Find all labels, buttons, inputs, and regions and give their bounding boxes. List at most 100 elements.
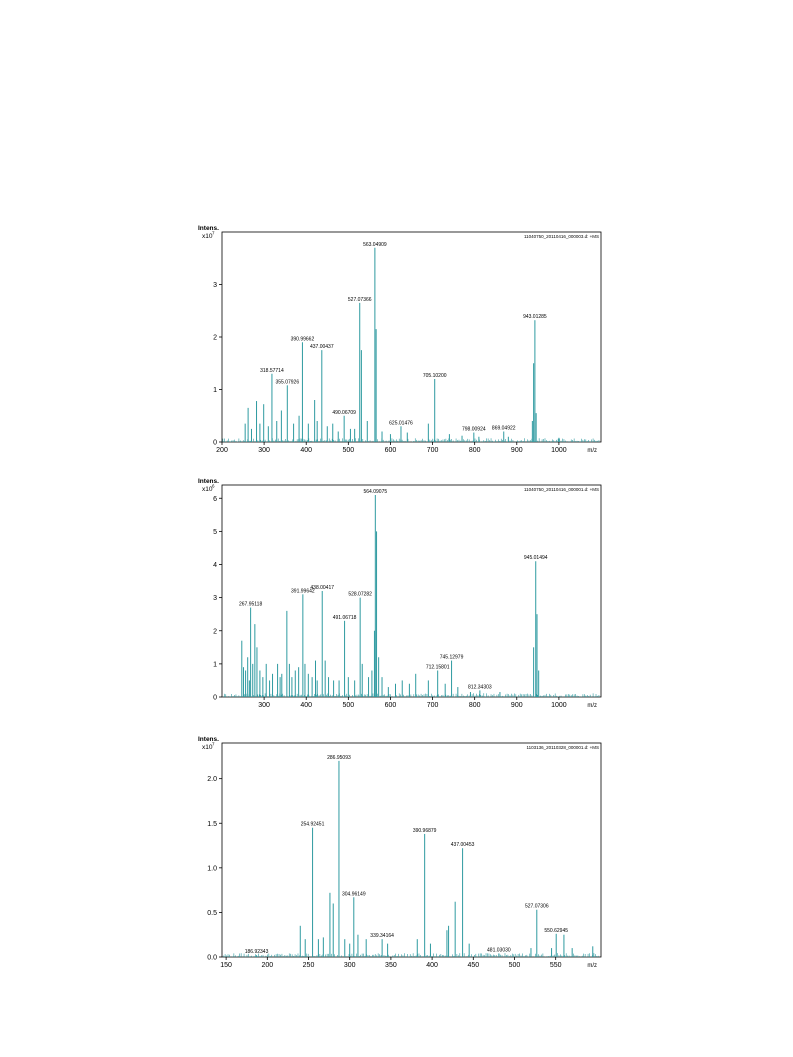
- y-tick-label: 6: [213, 496, 217, 503]
- y-axis-exponent: 7: [212, 742, 215, 747]
- y-axis-exponent: 6: [212, 484, 215, 489]
- plot-frame: [221, 742, 602, 958]
- peak-label: 812.34303: [468, 684, 492, 690]
- x-tick-label: 400: [426, 962, 438, 969]
- peak-label: 437.00437: [310, 344, 334, 350]
- spectrum-chart-3: 186.92343 254.92451 286.95093 304.96149 339.…: [196, 735, 606, 976]
- x-tick-label: 900: [511, 702, 523, 709]
- peak-label: 550.62945: [544, 928, 568, 934]
- peak-label: 564.09075: [364, 489, 388, 495]
- y-tick-label: 0: [213, 440, 217, 447]
- peak-label: 390.99662: [291, 336, 315, 342]
- y-axis-label: Intens.: [198, 736, 219, 743]
- peak-label: 286.95093: [327, 755, 351, 761]
- x-tick-label: 200: [216, 447, 228, 454]
- peak-label: 267.95118: [239, 602, 262, 608]
- y-tick-label: 1: [213, 661, 217, 668]
- y-tick-label: 1.0: [207, 865, 217, 872]
- peak-label: 318.57714: [260, 368, 284, 374]
- x-tick-label: 600: [385, 447, 397, 454]
- x-tick-label: 500: [509, 962, 521, 969]
- y-tick-label: 2: [213, 335, 217, 342]
- x-tick-label: 300: [344, 962, 356, 969]
- peak-label: 481.03030: [487, 947, 511, 953]
- x-tick-label: 500: [342, 447, 354, 454]
- y-tick-label: 3: [213, 282, 217, 289]
- file-label: 1103136_20110328_000001.d: +MS: [526, 745, 599, 750]
- x-tick-label: 600: [385, 702, 397, 709]
- y-tick-label: 5: [213, 529, 217, 536]
- y-tick-label: 0: [213, 695, 217, 702]
- x-tick-label: 300: [258, 447, 270, 454]
- x-axis-label: m/z: [587, 448, 597, 454]
- baseline-noise: [222, 438, 600, 442]
- peak-label: 527.07306: [525, 904, 549, 910]
- x-tick-label: 800: [469, 702, 481, 709]
- peak-label: 869.04922: [492, 426, 516, 432]
- file-label: 11040750_20110416_000001.d: +MS: [524, 487, 599, 492]
- peak-label: 705.10200: [423, 373, 447, 379]
- y-axis-label: Intens.: [198, 478, 219, 485]
- peak-label: 254.92451: [301, 822, 325, 828]
- x-tick-label: 500: [342, 702, 354, 709]
- y-axis-multiplier: x10: [202, 744, 213, 751]
- peak-label: 491.06718: [333, 615, 357, 621]
- peak-label: 390.96879: [413, 828, 437, 834]
- peak-label: 528.07282: [348, 592, 372, 598]
- y-tick-label: 3: [213, 595, 217, 602]
- peak-label: 186.92343: [245, 949, 269, 955]
- baseline-noise: [223, 953, 599, 957]
- x-axis-label: m/z: [587, 703, 597, 709]
- x-tick-label: 1000: [551, 447, 567, 454]
- x-tick-label: 400: [300, 447, 312, 454]
- file-label: 11040750_20110416_000003.d: +MS: [524, 234, 599, 239]
- y-tick-label: 4: [213, 562, 217, 569]
- x-tick-label: 550: [550, 962, 562, 969]
- peak-label: 437.00453: [451, 842, 475, 848]
- peak-label: 391.99642: [291, 588, 315, 594]
- plot-frame: [221, 231, 602, 443]
- y-axis-label: Intens.: [198, 225, 219, 232]
- y-tick-label: 1: [213, 387, 217, 394]
- peak-label: 490.06709: [332, 410, 356, 416]
- x-tick-label: 700: [427, 447, 439, 454]
- peak-label: 712.15801: [426, 665, 450, 671]
- x-tick-label: 400: [300, 702, 312, 709]
- peak-label: 304.96149: [342, 891, 366, 897]
- baseline-noise: [222, 693, 600, 697]
- y-tick-label: 0.0: [207, 955, 217, 962]
- spectrum-chart-1: 318.57714 355.07926 390.99662 437.00437 490.…: [196, 224, 606, 461]
- peak-label: 745.12979: [440, 655, 464, 661]
- y-axis-exponent: 7: [212, 231, 215, 236]
- y-tick-label: 2.0: [207, 776, 217, 783]
- peak-label: 945.01494: [524, 555, 548, 561]
- y-axis-multiplier: x10: [202, 486, 213, 493]
- x-tick-label: 900: [511, 447, 523, 454]
- peak-label: 798.00924: [462, 427, 486, 433]
- x-tick-label: 450: [467, 962, 479, 969]
- y-tick-label: 1.5: [207, 821, 217, 828]
- y-tick-label: 0.5: [207, 910, 217, 917]
- y-axis-multiplier: x10: [202, 233, 213, 240]
- peak-label: 438.00417: [310, 585, 334, 591]
- spectrum-svg-1: 318.57714 355.07926 390.99662 437.00437 490.…: [198, 225, 602, 454]
- peak-label: 943.01285: [523, 314, 547, 320]
- x-tick-label: 700: [427, 702, 439, 709]
- peak-label: 563.04909: [363, 242, 387, 248]
- peak-label: 625.01476: [389, 420, 413, 426]
- y-tick-label: 2: [213, 628, 217, 635]
- x-tick-label: 350: [385, 962, 397, 969]
- x-axis-label: m/z: [587, 963, 597, 969]
- plot-frame: [221, 484, 602, 698]
- x-tick-label: 200: [261, 962, 273, 969]
- peak-label: 355.07926: [275, 379, 299, 385]
- spectrum-svg-3: 186.92343 254.92451 286.95093 304.96149 339.…: [198, 736, 602, 969]
- spectrum-chart-2: 267.95118 391.99642 438.00417 491.06718 528.…: [196, 477, 606, 718]
- x-tick-label: 800: [469, 447, 481, 454]
- x-tick-label: 250: [303, 962, 315, 969]
- peak-label: 339.34164: [370, 933, 394, 939]
- x-tick-label: 150: [220, 962, 232, 969]
- x-tick-label: 1000: [551, 702, 567, 709]
- x-tick-label: 300: [258, 702, 270, 709]
